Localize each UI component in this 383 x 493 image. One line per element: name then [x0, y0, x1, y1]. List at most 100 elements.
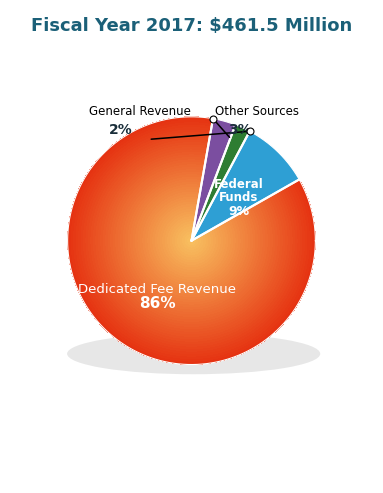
- Polygon shape: [73, 251, 76, 256]
- Polygon shape: [273, 294, 277, 298]
- Polygon shape: [270, 306, 275, 310]
- Polygon shape: [185, 227, 187, 229]
- Polygon shape: [153, 204, 156, 208]
- Polygon shape: [101, 181, 105, 186]
- Polygon shape: [164, 305, 167, 308]
- Polygon shape: [235, 232, 238, 234]
- Polygon shape: [209, 281, 211, 284]
- Polygon shape: [193, 223, 194, 226]
- Polygon shape: [98, 246, 100, 249]
- Polygon shape: [158, 318, 162, 322]
- Polygon shape: [185, 154, 188, 157]
- Polygon shape: [216, 299, 219, 302]
- Polygon shape: [155, 317, 159, 320]
- Polygon shape: [192, 243, 193, 246]
- Polygon shape: [198, 284, 200, 287]
- Polygon shape: [145, 323, 149, 327]
- Polygon shape: [151, 196, 154, 200]
- Polygon shape: [167, 311, 170, 314]
- Polygon shape: [110, 251, 113, 254]
- Polygon shape: [161, 214, 164, 217]
- Polygon shape: [183, 235, 186, 236]
- Polygon shape: [262, 331, 267, 336]
- Polygon shape: [161, 125, 166, 128]
- Polygon shape: [152, 214, 154, 217]
- Polygon shape: [288, 268, 291, 273]
- Polygon shape: [167, 167, 170, 171]
- Polygon shape: [198, 259, 200, 262]
- Polygon shape: [163, 193, 166, 196]
- Polygon shape: [215, 349, 220, 352]
- Polygon shape: [106, 224, 109, 227]
- Polygon shape: [220, 270, 223, 273]
- Polygon shape: [251, 324, 256, 328]
- Polygon shape: [199, 184, 201, 187]
- Polygon shape: [224, 274, 227, 277]
- Polygon shape: [167, 228, 170, 230]
- Polygon shape: [190, 253, 191, 255]
- Polygon shape: [196, 275, 198, 278]
- Polygon shape: [142, 238, 144, 240]
- Polygon shape: [113, 149, 117, 154]
- Polygon shape: [206, 260, 209, 262]
- Polygon shape: [199, 239, 201, 240]
- Polygon shape: [208, 251, 210, 253]
- Polygon shape: [177, 293, 180, 296]
- Polygon shape: [139, 253, 141, 255]
- Polygon shape: [141, 140, 145, 143]
- Polygon shape: [199, 267, 201, 269]
- Polygon shape: [204, 265, 206, 267]
- Polygon shape: [190, 243, 191, 246]
- Polygon shape: [155, 169, 159, 173]
- Polygon shape: [139, 256, 142, 259]
- Polygon shape: [208, 302, 210, 306]
- Polygon shape: [126, 299, 129, 303]
- Polygon shape: [185, 233, 187, 235]
- Polygon shape: [121, 165, 126, 169]
- Polygon shape: [268, 204, 271, 207]
- Polygon shape: [178, 180, 180, 182]
- Polygon shape: [175, 204, 177, 207]
- Polygon shape: [121, 252, 123, 255]
- Polygon shape: [191, 186, 193, 189]
- Polygon shape: [182, 362, 187, 364]
- Polygon shape: [102, 195, 106, 199]
- Polygon shape: [196, 189, 199, 192]
- Polygon shape: [291, 282, 295, 286]
- Polygon shape: [130, 248, 133, 251]
- Polygon shape: [123, 279, 126, 283]
- Polygon shape: [236, 270, 240, 273]
- Polygon shape: [270, 216, 273, 219]
- Polygon shape: [89, 289, 93, 294]
- Polygon shape: [202, 254, 204, 256]
- Polygon shape: [246, 254, 249, 257]
- Polygon shape: [93, 264, 96, 268]
- Polygon shape: [120, 210, 123, 213]
- Polygon shape: [183, 245, 185, 246]
- Polygon shape: [185, 230, 187, 232]
- Polygon shape: [230, 278, 233, 281]
- Polygon shape: [275, 192, 279, 196]
- Polygon shape: [114, 222, 117, 226]
- Polygon shape: [236, 265, 239, 268]
- Polygon shape: [158, 213, 161, 216]
- Polygon shape: [162, 191, 165, 194]
- Polygon shape: [170, 296, 172, 299]
- Polygon shape: [194, 253, 195, 255]
- Polygon shape: [190, 239, 192, 241]
- Polygon shape: [183, 197, 185, 199]
- Polygon shape: [154, 211, 156, 214]
- Polygon shape: [85, 227, 88, 232]
- Polygon shape: [193, 243, 194, 245]
- Polygon shape: [167, 250, 169, 252]
- Polygon shape: [165, 246, 167, 247]
- Polygon shape: [168, 329, 172, 333]
- Polygon shape: [117, 245, 120, 247]
- Polygon shape: [200, 319, 203, 322]
- Polygon shape: [75, 195, 79, 200]
- Polygon shape: [171, 231, 173, 233]
- Polygon shape: [208, 259, 210, 261]
- Polygon shape: [206, 275, 208, 277]
- Polygon shape: [188, 290, 190, 293]
- Polygon shape: [172, 211, 175, 214]
